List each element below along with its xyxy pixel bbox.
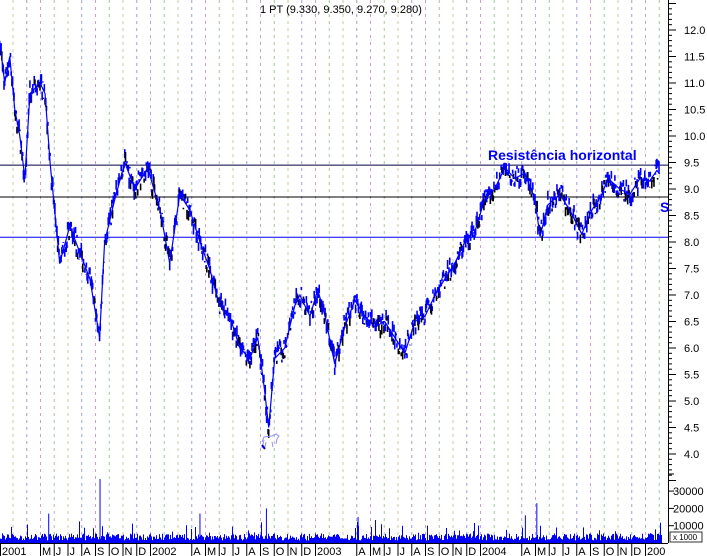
month-label: A (193, 546, 201, 556)
month-label: D (468, 546, 476, 556)
month-axis: 2001 M J J A S O N D 2002 A M J J A S O N D 2003 A M J J A S O N D 20… (0, 543, 668, 556)
month-label: D (633, 546, 641, 556)
month-label: M (537, 546, 546, 556)
price-tick-label: 4.5 (684, 423, 699, 435)
month-label: S (262, 546, 269, 556)
month-label: S (592, 546, 599, 556)
annotation-partial: S (660, 199, 669, 215)
volume-unit-box (669, 531, 703, 543)
month-label: O (111, 546, 120, 556)
month-label: A (248, 546, 256, 556)
month-label: J (551, 546, 557, 556)
price-tick-label: 7.5 (684, 264, 699, 276)
price-tick-label: 7.0 (684, 290, 699, 302)
month-label: 2001 (2, 546, 26, 556)
price-axis: 4.0 4.5 5.0 5.5 6.0 6.5 7.0 7.5 8.0 8.5 9.0 9.5 10.0… (668, 0, 705, 543)
month-label: M (42, 546, 51, 556)
volume-unit-label: x 1000 (673, 533, 698, 542)
month-label: O (606, 546, 615, 556)
month-label: M (372, 546, 381, 556)
price-tick-label: 10.5 (684, 105, 705, 117)
price-tick-label: 9.5 (684, 158, 699, 170)
price-series (0, 40, 661, 438)
volume-tick-label: 10000 (673, 521, 704, 533)
month-label: J (565, 546, 571, 556)
volume-axis: 10000 20000 30000 x 1000 (668, 473, 704, 543)
month-label: J (400, 546, 406, 556)
month-label: J (235, 546, 241, 556)
price-tick-label: 11.5 (684, 52, 705, 64)
price-tick-label: 8.5 (684, 211, 699, 223)
price-tick-label: 12.0 (684, 25, 705, 37)
month-label: S (427, 546, 434, 556)
month-label: A (83, 546, 91, 556)
month-label: D (303, 546, 311, 556)
price-tick-label: 5.0 (684, 396, 699, 408)
price-tick-label: 11.0 (684, 78, 705, 90)
month-label: J (386, 546, 392, 556)
month-label: A (523, 546, 531, 556)
month-label: S (97, 546, 104, 556)
month-label: J (70, 546, 76, 556)
price-tick-label: 8.0 (684, 237, 699, 249)
price-tick-label: 10.0 (684, 131, 705, 143)
price-line (0, 40, 661, 428)
month-label: D (138, 546, 146, 556)
month-label: 2002 (152, 546, 176, 556)
volume-tick-label: 30000 (673, 486, 704, 498)
price-tick-label: 6.5 (684, 317, 699, 329)
month-label: O (276, 546, 285, 556)
volume-tick-label: 20000 (673, 503, 704, 515)
month-label: 2003 (317, 546, 341, 556)
annotation-resistance: Resistência horizontal (488, 147, 637, 163)
price-tick-label: 6.0 (684, 343, 699, 355)
horizontal-resistance-lines (0, 164, 668, 238)
month-label: N (455, 546, 463, 556)
bull-icon (261, 433, 280, 450)
volume-series (0, 478, 662, 543)
price-tick-label: 9.0 (684, 184, 699, 196)
month-label: A (358, 546, 366, 556)
month-gridlines (12, 0, 660, 543)
month-label: N (290, 546, 298, 556)
month-label: N (125, 546, 133, 556)
month-label: 2004 (482, 546, 506, 556)
month-label: J (56, 546, 62, 556)
month-label: J (221, 546, 227, 556)
month-label: A (413, 546, 421, 556)
month-label: A (578, 546, 586, 556)
chart-title: 1 PT (9.330, 9.350, 9.270, 9.280) (260, 4, 422, 16)
month-label: N (620, 546, 628, 556)
price-tick-label: 5.5 (684, 370, 699, 382)
month-label: M (207, 546, 216, 556)
price-tick-label: 4.0 (684, 449, 699, 461)
month-label: 200 (647, 546, 665, 556)
month-label: O (441, 546, 450, 556)
